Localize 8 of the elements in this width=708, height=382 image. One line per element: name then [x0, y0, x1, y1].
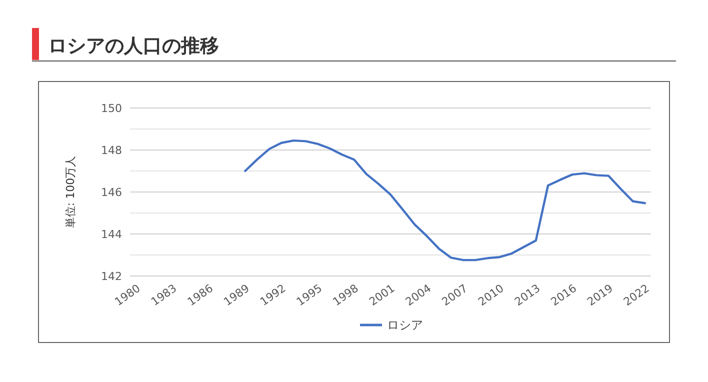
legend-label: ロシア	[387, 318, 423, 332]
y-tick-label: 142	[101, 270, 122, 283]
y-tick-label: 144	[101, 228, 122, 241]
y-axis-title: 単位: 100万人	[64, 156, 77, 228]
y-tick-label: 148	[101, 144, 122, 157]
y-tick-label: 150	[101, 102, 122, 115]
chart-title: ロシアの人口の推移	[48, 35, 219, 57]
y-tick-label: 146	[101, 186, 122, 199]
